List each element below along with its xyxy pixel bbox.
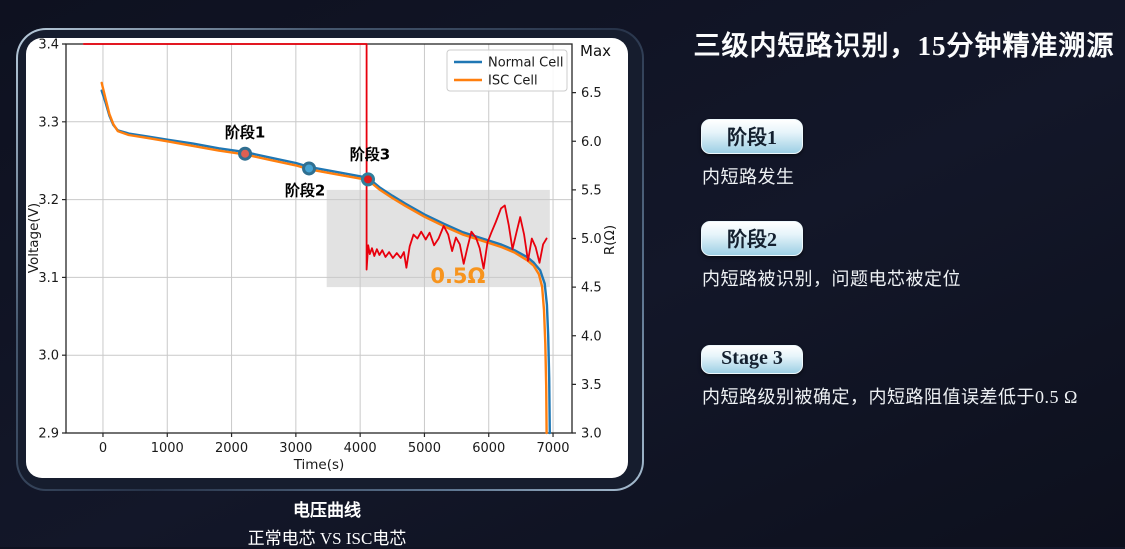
- x-tick-label: 2000: [215, 441, 248, 456]
- stage-marker-label-3: 阶段3: [350, 145, 390, 163]
- y-left-tick-label: 3.1: [38, 271, 59, 286]
- x-tick-label: 3000: [279, 441, 312, 456]
- legend-entry-label: ISC Cell: [488, 74, 538, 89]
- x-tick-label: 4000: [344, 441, 377, 456]
- stage-marker-3: [360, 172, 375, 187]
- chart-caption: 电压曲线 正常电芯 VS ISC电芯: [26, 496, 628, 549]
- legend-entry-label: Normal Cell: [488, 56, 563, 71]
- page-title: 三级内短路识别，15分钟精准溯源: [693, 31, 1115, 61]
- stage-description-3: 内短路级别被确定，内短路阻值误差低于0.5 Ω: [702, 387, 1078, 407]
- chart-card-frame: 2.9 3.0 3.1 3.2 3.3 3.4 3.0 3.5 4.0 4.5 5.0 5.5 6.0 6…: [16, 28, 644, 491]
- y-right-tick-label: 3.5: [581, 378, 602, 393]
- caption-title: 电压曲线: [293, 501, 361, 520]
- y-right-tick-label: 5.0: [581, 232, 602, 247]
- stage-badge-2: 阶段2: [701, 221, 803, 256]
- stage-badge-3: Stage 3: [701, 345, 803, 374]
- x-tick-label: 0: [99, 441, 107, 456]
- chart-card-frame-inner: 2.9 3.0 3.1 3.2 3.3 3.4 3.0 3.5 4.0 4.5 5.0 5.5 6.0 6…: [18, 30, 642, 489]
- stage-block-2: 阶段2 内短路被识别，问题电芯被定位: [701, 221, 1121, 291]
- x-tick-label: 1000: [151, 441, 184, 456]
- stage-marker-2: [302, 161, 317, 176]
- y-right-tick-label: 6.5: [581, 86, 602, 101]
- y-right-tick-label: 4.0: [581, 329, 602, 344]
- y-right-tick-label: 3.0: [581, 427, 602, 442]
- y-right-axis-label: R(Ω): [602, 225, 618, 255]
- stage-marker-label-2: 阶段2: [285, 181, 325, 199]
- isc-resistance-line: [82, 43, 548, 271]
- x-tick-label: 5000: [408, 441, 441, 456]
- stage-marker-1: [238, 146, 253, 161]
- y-left-tick-label: 3.0: [38, 349, 59, 364]
- y-left-axis-label: Voltage(V): [26, 203, 42, 273]
- x-axis-label: Time(s): [293, 457, 345, 473]
- y-left-tick-label: 3.2: [38, 193, 59, 208]
- stage-description-2: 内短路被识别，问题电芯被定位: [702, 269, 961, 289]
- y-right-tick-label: 4.5: [581, 281, 602, 296]
- isc-cell-line: [100, 81, 548, 435]
- max-resistance-label: Max: [580, 42, 611, 60]
- voltage-resistance-chart: 2.9 3.0 3.1 3.2 3.3 3.4 3.0 3.5 4.0 4.5 5.0 5.5 6.0 6…: [26, 38, 618, 473]
- x-tick-label: 6000: [472, 441, 505, 456]
- y-left-tick-label: 2.9: [38, 427, 59, 442]
- caption-subtitle: 正常电芯 VS ISC电芯: [247, 529, 407, 548]
- y-left-tick-label: 3.3: [38, 115, 59, 130]
- y-right-tick-label: 5.5: [581, 183, 602, 198]
- x-tick-label: 7000: [536, 441, 569, 456]
- y-right-tick-label: 6.0: [581, 135, 602, 150]
- stage-marker-label-1: 阶段1: [225, 124, 265, 142]
- chart-card: 2.9 3.0 3.1 3.2 3.3 3.4 3.0 3.5 4.0 4.5 5.0 5.5 6.0 6…: [26, 38, 628, 478]
- stage-block-3: Stage 3 内短路级别被确定，内短路阻值误差低于0.5 Ω: [701, 345, 1121, 409]
- error-band-label: 0.5Ω: [430, 264, 485, 288]
- y-left-tick-label: 3.4: [38, 38, 59, 53]
- stage-block-1: 阶段1 内短路发生: [701, 119, 1121, 189]
- stage-description-1: 内短路发生: [702, 167, 795, 187]
- stage-badge-1: 阶段1: [701, 119, 803, 154]
